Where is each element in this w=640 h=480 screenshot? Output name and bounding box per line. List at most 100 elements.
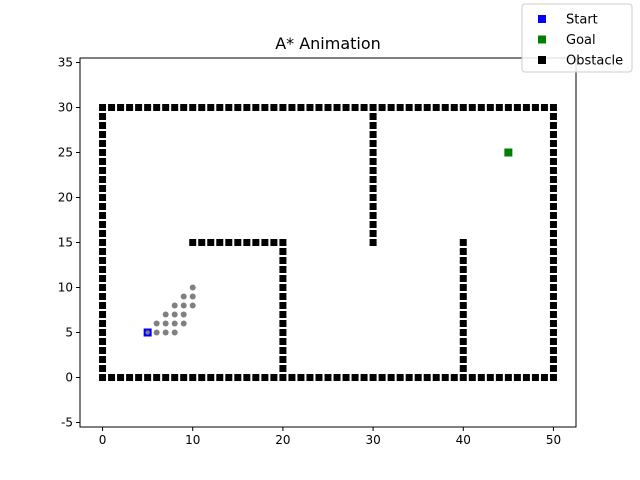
obstacle-point <box>549 275 557 282</box>
obstacle-point <box>243 374 251 381</box>
obstacle-point <box>234 374 242 381</box>
obstacle-point <box>99 221 107 228</box>
legend: Start Goal Obstacle <box>521 3 633 73</box>
obstacle-point <box>549 167 557 174</box>
obstacle-point <box>468 104 476 111</box>
obstacle-point <box>288 374 296 381</box>
obstacle-point <box>279 320 287 327</box>
obstacle-point <box>549 356 557 363</box>
obstacle-point <box>135 374 143 381</box>
obstacle-point <box>99 122 107 129</box>
obstacle-point <box>459 284 467 291</box>
obstacle-point <box>369 131 377 138</box>
obstacle-point <box>252 374 260 381</box>
obstacle-point <box>99 311 107 318</box>
obstacle-point <box>504 374 512 381</box>
obstacle-point <box>369 212 377 219</box>
obstacle-point <box>189 104 197 111</box>
obstacle-point <box>243 104 251 111</box>
obstacle-point <box>342 374 350 381</box>
obstacle-point <box>99 167 107 174</box>
obstacle-point <box>180 104 188 111</box>
obstacle-point <box>279 248 287 255</box>
x-tick-label: 10 <box>185 433 200 447</box>
obstacle-point <box>135 104 143 111</box>
obstacle-point <box>369 230 377 237</box>
obstacle-point <box>108 374 116 381</box>
explored-node <box>189 302 196 309</box>
obstacle-point <box>144 104 152 111</box>
explored-node <box>162 320 169 327</box>
obstacle-point <box>378 374 386 381</box>
obstacle-point <box>207 239 215 246</box>
y-tick-label: 20 <box>58 191 73 205</box>
obstacle-point <box>387 104 395 111</box>
obstacle-point <box>108 104 116 111</box>
obstacle-point <box>207 104 215 111</box>
obstacle-point <box>540 104 548 111</box>
obstacle-point <box>549 230 557 237</box>
obstacle-point <box>99 257 107 264</box>
obstacle-point <box>369 221 377 228</box>
obstacle-point <box>99 149 107 156</box>
obstacle-point <box>549 329 557 336</box>
obstacle-point <box>99 203 107 210</box>
legend-label: Goal <box>566 33 596 48</box>
obstacle-point <box>99 131 107 138</box>
x-tick-label: 20 <box>275 433 290 447</box>
obstacle-point <box>351 104 359 111</box>
x-tick-label: 50 <box>546 433 561 447</box>
obstacle-point <box>99 338 107 345</box>
obstacle-point <box>477 104 485 111</box>
obstacle-point <box>549 302 557 309</box>
obstacle-point <box>369 167 377 174</box>
explored-node <box>180 302 187 309</box>
obstacle-point <box>369 203 377 210</box>
y-axis: -5 0 5 10 15 20 25 30 35 <box>58 56 80 430</box>
obstacle-point <box>549 221 557 228</box>
obstacle-point <box>459 311 467 318</box>
obstacle-point <box>99 365 107 372</box>
obstacle-point <box>99 239 107 246</box>
obstacle-point <box>207 374 215 381</box>
obstacle-point <box>522 374 530 381</box>
y-tick-label: 5 <box>65 326 73 340</box>
obstacle-point <box>405 374 413 381</box>
obstacle-point <box>549 365 557 372</box>
obstacle-point <box>468 374 476 381</box>
obstacle-point <box>99 275 107 282</box>
obstacle-point <box>459 248 467 255</box>
obstacle-point <box>432 104 440 111</box>
y-tick-label: 25 <box>58 146 73 160</box>
obstacle-point <box>99 374 107 381</box>
obstacle-point <box>99 194 107 201</box>
obstacle-point <box>459 266 467 273</box>
obstacle-point <box>459 374 467 381</box>
obstacle-point <box>261 239 269 246</box>
obstacle-point <box>369 239 377 246</box>
obstacle-point <box>549 185 557 192</box>
obstacle-point <box>270 374 278 381</box>
x-tick-label: 0 <box>99 433 107 447</box>
explored-node <box>171 329 178 336</box>
obstacle-point <box>549 149 557 156</box>
obstacle-point <box>549 122 557 129</box>
obstacle-point <box>162 374 170 381</box>
obstacle-point <box>99 248 107 255</box>
y-tick-label: 35 <box>58 56 73 70</box>
obstacle-point <box>459 302 467 309</box>
obstacle-point <box>432 374 440 381</box>
obstacle-point <box>171 374 179 381</box>
obstacle-point <box>459 338 467 345</box>
obstacle-point <box>216 239 224 246</box>
obstacle-point <box>549 293 557 300</box>
legend-marker <box>538 35 546 44</box>
obstacle-point <box>99 230 107 237</box>
obstacle-point <box>270 104 278 111</box>
obstacle-point <box>99 104 107 111</box>
obstacle-point <box>513 104 521 111</box>
obstacle-point <box>306 374 314 381</box>
obstacle-point <box>369 176 377 183</box>
legend-label: Start <box>566 13 598 28</box>
